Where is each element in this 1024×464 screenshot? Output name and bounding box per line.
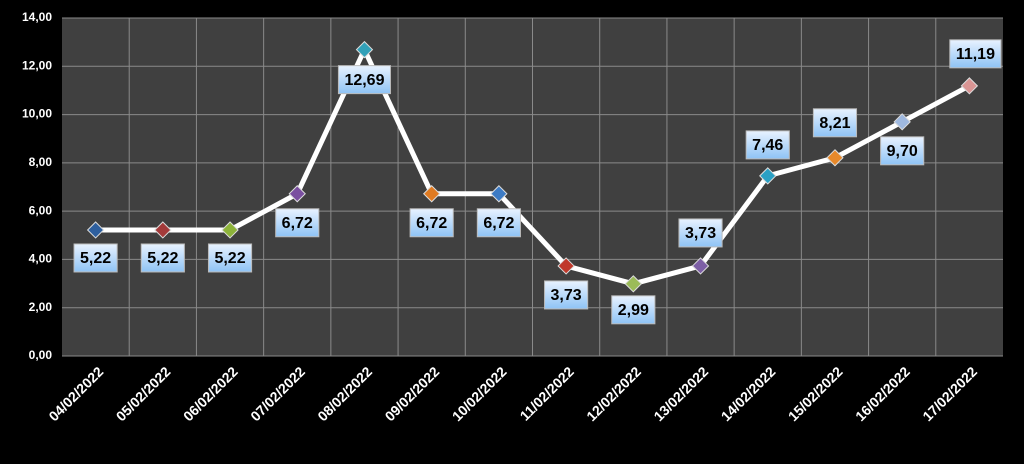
- line: [95, 47, 971, 287]
- marker: [154, 221, 172, 239]
- marker: [893, 113, 911, 131]
- marker: [691, 257, 710, 275]
- data-label-box: [337, 65, 391, 95]
- marker: [422, 185, 441, 203]
- data-label: 3,73: [551, 287, 582, 304]
- y-tick-label: 10,00: [22, 107, 52, 121]
- data-label-box: [409, 208, 454, 238]
- data-label: 11,19: [956, 46, 995, 63]
- marker: [288, 185, 306, 203]
- x-tick-label: 07/02/2022: [247, 363, 308, 424]
- y-tick-label: 12,00: [22, 58, 52, 72]
- x-tick-label: 17/02/2022: [919, 363, 980, 424]
- data-label-box: [880, 136, 925, 166]
- y-tick-label: 4,00: [29, 252, 53, 266]
- data-label: 3,73: [685, 225, 716, 242]
- data-label: 6,72: [416, 215, 447, 232]
- data-label: 5,22: [147, 250, 178, 267]
- data-label: 6,72: [282, 215, 313, 232]
- y-tick-label: 0,00: [29, 348, 53, 362]
- x-tick-label: 16/02/2022: [852, 363, 913, 424]
- x-tick-label: 14/02/2022: [718, 363, 779, 424]
- x-tick-label: 15/02/2022: [785, 363, 846, 424]
- x-tick-label: 05/02/2022: [113, 363, 174, 424]
- data-label-box: [73, 243, 118, 273]
- data-label-box: [275, 208, 320, 238]
- x-tick-label: 13/02/2022: [650, 363, 711, 424]
- data-label-box: [812, 108, 858, 138]
- marker: [221, 221, 239, 239]
- data-label-box: [140, 243, 185, 273]
- data-label: 2,99: [618, 302, 649, 319]
- marker: [355, 40, 374, 59]
- marker: [557, 257, 575, 275]
- data-label-box: [207, 243, 253, 273]
- x-tick-label: 12/02/2022: [583, 363, 644, 424]
- data-label-box: [678, 218, 723, 248]
- x-tick-label: 09/02/2022: [382, 363, 443, 424]
- data-label-box: [745, 130, 790, 160]
- x-tick-label: 11/02/2022: [517, 363, 577, 423]
- marker: [759, 167, 777, 185]
- y-tick-label: 14,00: [22, 10, 52, 24]
- data-label: 12,69: [344, 72, 384, 89]
- x-tick-label: 08/02/2022: [314, 363, 375, 424]
- data-label: 5,22: [80, 250, 111, 267]
- data-label-box: [611, 295, 656, 325]
- data-label-box: [949, 39, 1002, 69]
- data-label: 5,22: [214, 250, 245, 267]
- data-label: 7,46: [752, 137, 783, 154]
- marker: [826, 149, 844, 167]
- data-label: 6,72: [483, 215, 514, 232]
- y-tick-label: 2,00: [29, 300, 53, 314]
- x-tick-label: 10/02/2022: [449, 363, 510, 424]
- marker: [490, 185, 508, 203]
- marker: [86, 221, 105, 239]
- marker: [624, 275, 643, 293]
- data-label: 8,21: [819, 115, 850, 132]
- x-tick-label: 04/02/2022: [45, 363, 106, 424]
- x-tick-label: 06/02/2022: [180, 363, 241, 424]
- y-tick-label: 8,00: [29, 155, 53, 169]
- data-label-box: [544, 280, 589, 310]
- data-label: 9,70: [887, 143, 918, 160]
- y-tick-label: 6,00: [29, 203, 53, 217]
- marker: [960, 77, 979, 95]
- data-label-box: [476, 208, 521, 238]
